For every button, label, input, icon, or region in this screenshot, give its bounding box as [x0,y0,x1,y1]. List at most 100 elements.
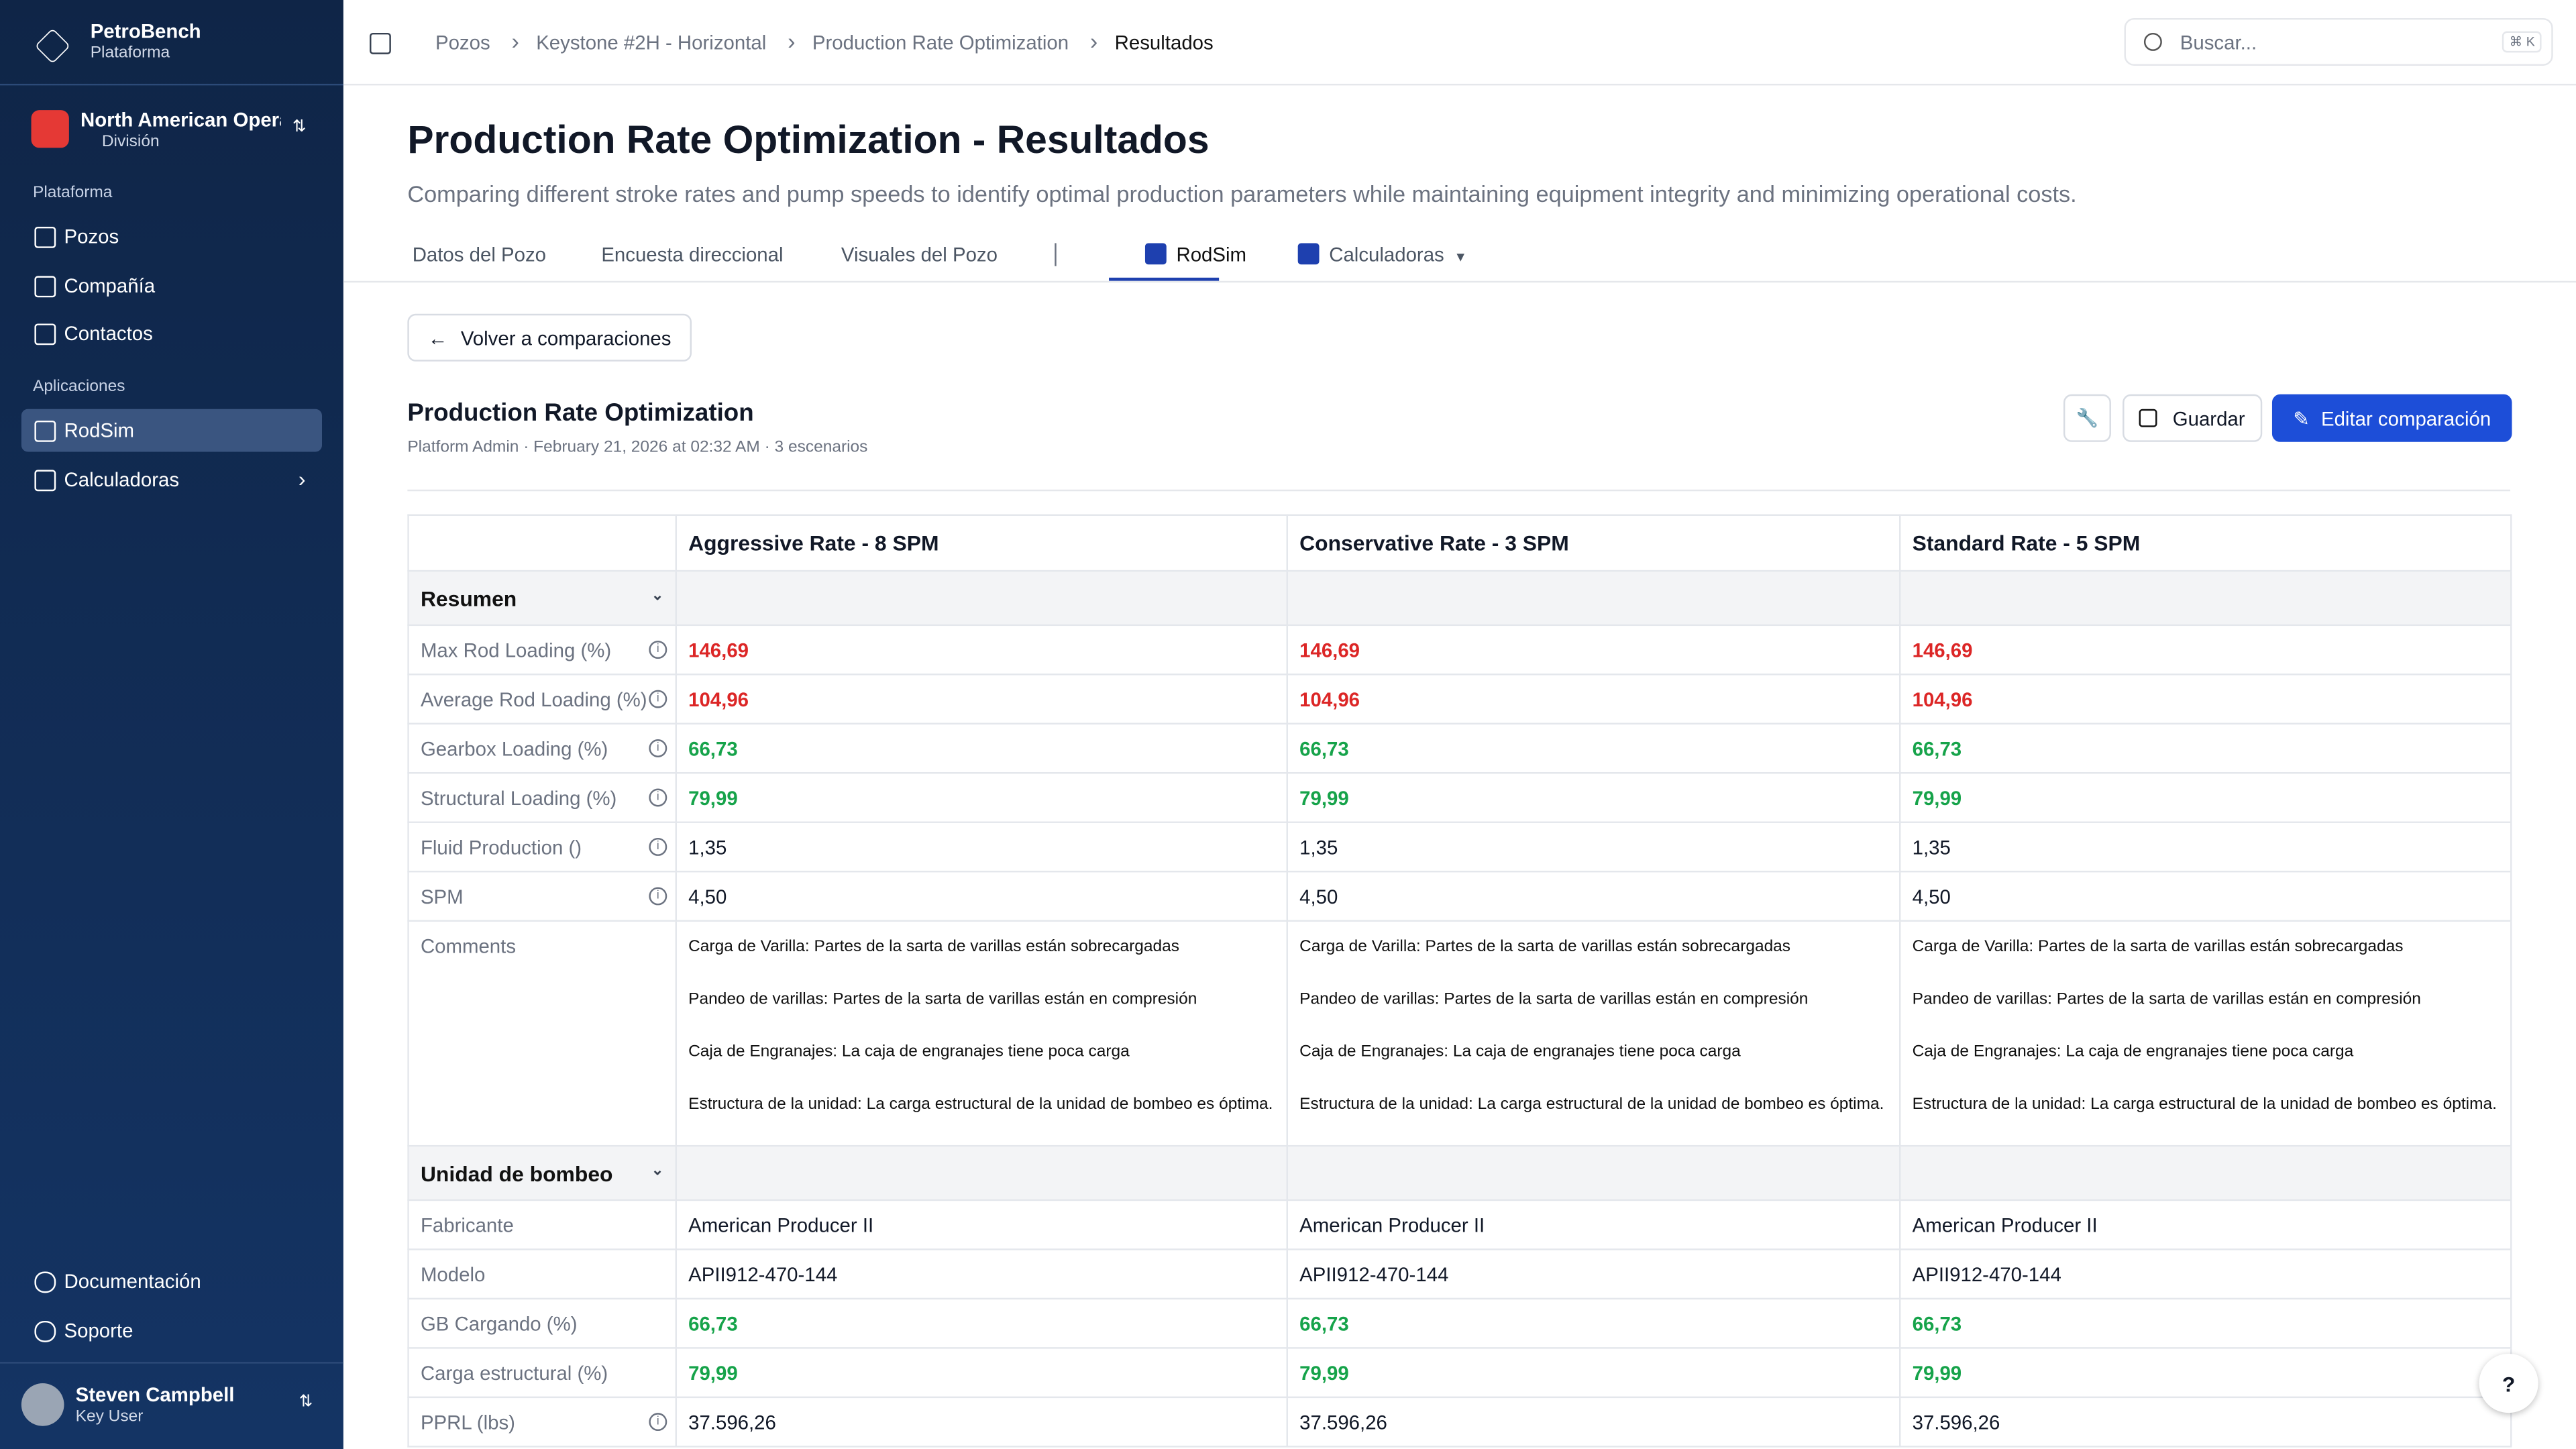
section-row: Unidad de bombeo ⌄ [407,1144,2512,1201]
nav-label: Compañía [64,273,156,297]
value-cell: 146,69 [675,624,1289,676]
section-title[interactable]: Unidad de bombeo ⌄ [407,1144,677,1201]
value-cell: American Producer II [1899,1199,2512,1250]
value-cell: 4,50 [1286,870,1901,922]
info-icon: i [649,641,667,659]
breadcrumb-item[interactable]: Production Rate Optimization [812,31,1069,54]
section-label: Unidad de bombeo [420,1161,613,1185]
edit-button[interactable]: ✎ Editar comparación [2271,394,2512,442]
value-cell: 66,73 [675,1297,1289,1349]
value-cell: 79,99 [1286,1347,1901,1399]
value-cell: 146,69 [1286,624,1901,676]
tab[interactable]: Visuales del Pozo [841,243,998,266]
row-label-text: Structural Loading (%) [420,786,617,810]
icon [34,323,56,345]
nav-item[interactable]: Compañía [21,264,322,307]
row-label-text: Gearbox Loading (%) [420,737,608,760]
nav-item[interactable]: Documentación [21,1260,322,1303]
icon [34,1320,56,1342]
section-cell [675,1144,1289,1201]
org-logo [31,110,69,148]
back-label: Volver a comparaciones [460,326,672,350]
help-button[interactable]: ? [2479,1353,2538,1413]
comment-line: Caja de Engranajes: La caja de engranaje… [688,1043,1130,1062]
data-row: SPM i 4,50 4,50 4,50 [407,870,2512,922]
tab[interactable]: Calculadoras ▼ [1297,243,1467,266]
value-cell: 4,50 [1899,870,2512,922]
nav-item[interactable]: RodSim [21,409,323,452]
value-cell: 79,99 [675,1347,1289,1399]
value-cell: American Producer II [1286,1199,1901,1250]
row-label-text: Fabricante [420,1213,514,1236]
breadcrumb-item: Resultados [1114,31,1214,54]
data-row: PPRL (lbs) i 37.596,26 37.596,26 37.596,26 [407,1396,2512,1448]
separator: › [788,28,796,54]
info-icon: i [649,690,667,708]
value-cell: 79,99 [1899,1347,2512,1399]
row-label-text: Comments [420,934,517,958]
save-button[interactable]: Guardar [2123,394,2263,442]
chevron: ⌄ [651,1161,664,1177]
search-box[interactable]: Buscar... ⌘ K [2124,17,2553,66]
comment-line: Estructura de la unidad: La carga estruc… [1299,1095,1884,1114]
breadcrumb-item[interactable]: Keystone #2H - Horizontal [536,31,767,54]
column-header: Standard Rate - 5 SPM [1899,514,2512,572]
nav-item[interactable]: Pozos [21,215,322,258]
row-label: Carga estructural (%) [407,1347,677,1399]
data-row: GB Cargando (%) 66,73 66,73 66,73 [407,1297,2512,1349]
row-label: Average Rod Loading (%) i [407,674,677,725]
arrow: ← [427,326,448,350]
tab[interactable]: Datos del Pozo [412,243,547,266]
corner-cell [407,514,677,572]
comparison-meta: Platform Admin · February 21, 2026 at 02… [407,438,868,457]
comment-line: Carga de Varilla: Partes de la sarta de … [1912,938,2404,957]
row-label: GB Cargando (%) [407,1297,677,1349]
value-cell: 1,35 [675,821,1289,873]
data-row: Fabricante American Producer II American P… [407,1199,2512,1250]
comment-cell: Carga de Varilla: Partes de la sarta de … [675,920,1289,1147]
data-row: Modelo APII912-470-144 APII912-470-144 APII… [407,1248,2512,1300]
settings-button[interactable]: 🔧 [2063,394,2111,442]
data-row: Comments Carga de Varilla: Partes de la s… [407,920,2512,1147]
row-label-text: Max Rod Loading (%) [420,638,612,661]
nav-item[interactable]: Contactos [21,312,322,355]
tab-icon [1144,243,1167,265]
chevron: ⌄ [651,586,664,602]
value-cell: 66,73 [675,722,1289,774]
value-cell: APII912-470-144 [675,1248,1289,1300]
data-row: Fluid Production () i 1,35 1,35 1,35 [407,821,2512,873]
comment-line: Estructura de la unidad: La carga estruc… [688,1095,1273,1114]
breadcrumb-item[interactable]: Pozos [435,31,490,54]
chevron: ⇅ [292,118,307,137]
icon [34,1271,56,1293]
page-description: Comparing different stroke rates and pum… [407,180,2077,207]
chevron: ▼ [1454,250,1467,265]
row-label: SPM i [407,870,677,922]
value-cell: 37.596,26 [1899,1396,2512,1448]
user-menu[interactable]: Steven Campbell Key User ⇅ [0,1364,343,1449]
org-switcher[interactable]: North American Opera División ⇅ [21,99,322,161]
nav-item[interactable]: Soporte [21,1309,322,1352]
back-button[interactable]: ← Volver a comparaciones [407,313,692,362]
value-cell: 79,99 [1286,772,1901,823]
section-title[interactable]: Resumen ⌄ [407,570,677,627]
value-cell: APII912-470-144 [1286,1248,1901,1300]
comment-line: Caja de Engranajes: La caja de engranaje… [1299,1043,1741,1062]
tab[interactable]: RodSim [1144,243,1246,266]
org-name: North American Opera [80,108,281,131]
tab[interactable]: Encuesta direccional [601,243,784,266]
line [343,83,2576,86]
line [343,280,2576,283]
nav-label: Soporte [64,1318,133,1342]
nav-item[interactable]: Calculadoras › [21,458,322,500]
save-icon [2139,409,2158,427]
value-cell: 1,35 [1286,821,1901,873]
column-header: Conservative Rate - 3 SPM [1286,514,1901,572]
row-label-text: GB Cargando (%) [420,1311,578,1335]
comment-cell: Carga de Varilla: Partes de la sarta de … [1899,920,2512,1147]
main: Pozos › Keystone #2H - Horizontal › Producti… [343,0,2576,1449]
line [407,489,2511,492]
row-label: Fluid Production () i [407,821,677,873]
value-cell: 66,73 [1286,1297,1901,1349]
